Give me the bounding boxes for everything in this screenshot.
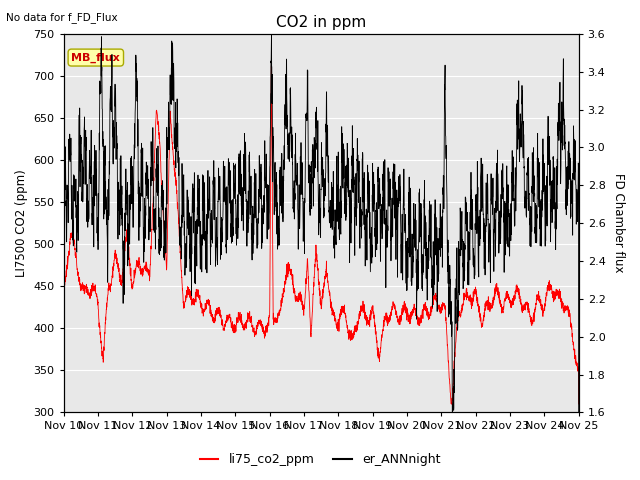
Legend: li75_co2_ppm, er_ANNnight: li75_co2_ppm, er_ANNnight [195, 448, 445, 471]
Y-axis label: FD Chamber flux: FD Chamber flux [612, 173, 625, 273]
Text: No data for f_FD_Flux: No data for f_FD_Flux [6, 12, 118, 23]
Text: MB_flux: MB_flux [72, 52, 120, 63]
Y-axis label: LI7500 CO2 (ppm): LI7500 CO2 (ppm) [15, 169, 28, 277]
Title: CO2 in ppm: CO2 in ppm [276, 15, 366, 30]
